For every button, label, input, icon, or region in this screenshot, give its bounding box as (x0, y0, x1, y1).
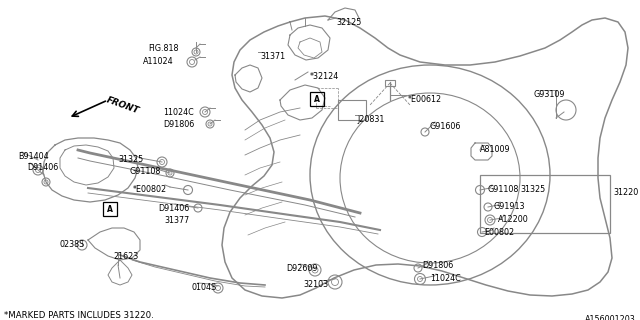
Text: 31371: 31371 (260, 52, 285, 61)
Text: D91406: D91406 (158, 204, 189, 213)
Text: 32103: 32103 (303, 280, 328, 289)
Text: *32124: *32124 (310, 72, 339, 81)
Text: 31220: 31220 (613, 188, 638, 197)
Text: *E00612: *E00612 (408, 95, 442, 104)
Text: A156001203: A156001203 (585, 315, 636, 320)
Text: D91406: D91406 (27, 163, 58, 172)
Text: A: A (314, 94, 320, 103)
Text: A81009: A81009 (480, 145, 511, 154)
Text: J20831: J20831 (357, 115, 385, 124)
Text: G91108: G91108 (129, 167, 161, 176)
Text: A11024: A11024 (143, 57, 173, 66)
Text: 32125: 32125 (336, 18, 362, 27)
Text: D91806: D91806 (422, 261, 453, 270)
Text: A12200: A12200 (498, 215, 529, 224)
Text: G91108: G91108 (487, 185, 518, 194)
Text: G91606: G91606 (430, 122, 461, 131)
Text: G91913: G91913 (494, 202, 525, 211)
Text: G93109: G93109 (534, 90, 566, 99)
Text: A: A (107, 204, 113, 213)
Text: 11024C: 11024C (163, 108, 194, 117)
Text: 0238S: 0238S (60, 240, 85, 249)
Text: *E00802: *E00802 (133, 185, 167, 194)
Text: D92609: D92609 (286, 264, 317, 273)
Text: 11024C: 11024C (430, 274, 461, 283)
Text: FRONT: FRONT (105, 96, 140, 116)
Text: B91404: B91404 (18, 152, 49, 161)
Text: *MARKED PARTS INCLUDES 31220.: *MARKED PARTS INCLUDES 31220. (4, 311, 154, 320)
Text: E00802: E00802 (484, 228, 514, 237)
Text: 0104S: 0104S (192, 283, 217, 292)
Text: FIG.818: FIG.818 (148, 44, 179, 53)
Text: 31377: 31377 (164, 216, 189, 225)
Text: 31325: 31325 (520, 185, 545, 194)
Text: D91806: D91806 (163, 120, 195, 129)
Text: 31325: 31325 (118, 155, 143, 164)
Text: 21623: 21623 (113, 252, 138, 261)
